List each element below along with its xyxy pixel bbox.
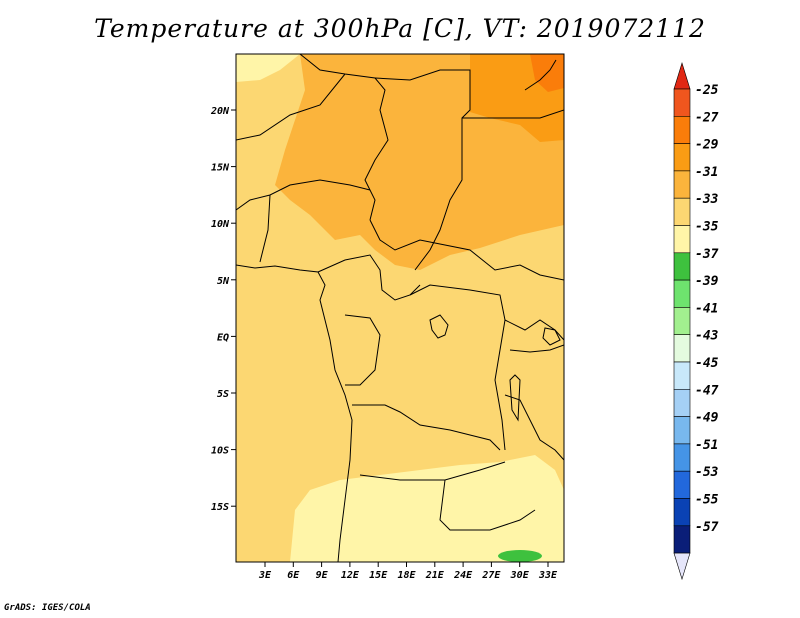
- colorbar: -25 -27 -29 -31 -33 -35 -37 -39 -41 -43 -45 -47 -49 -…: [673, 61, 719, 581]
- lon-tick-label: 15E: [369, 570, 388, 581]
- lon-tick-label: 12E: [341, 570, 360, 581]
- colorbar-swatch: [673, 225, 691, 254]
- colorbar-label: -37: [695, 247, 719, 262]
- lon-tick-label: 21E: [425, 570, 445, 581]
- longitude-axis: 3E 6E 9E 12E 15E 18E 21E 24E 27E 30E 33E: [258, 562, 558, 581]
- lat-tick-label: 10S: [211, 446, 229, 457]
- colorbar-swatch: [673, 143, 691, 172]
- colorbar-swatch: [673, 334, 691, 363]
- colorbar-label: -35: [695, 220, 719, 235]
- colorbar-bottom-arrow: [673, 552, 691, 581]
- colorbar-swatch: [673, 498, 691, 527]
- lon-tick-label: 33E: [538, 570, 558, 581]
- colorbar-top-arrow: [673, 61, 691, 90]
- colorbar-swatch: [673, 525, 691, 554]
- lon-tick-label: 24E: [453, 570, 473, 581]
- colorbar-label: -29: [695, 138, 719, 153]
- colorbar-label: -41: [695, 301, 718, 316]
- temperature-region-33-35-south: [290, 455, 564, 562]
- colorbar-label: -53: [695, 465, 719, 480]
- grads-credit: GrADS: IGES/COLA: [4, 603, 91, 613]
- colorbar-swatch: [673, 88, 691, 117]
- lat-tick-label: 5S: [217, 389, 229, 400]
- colorbar-swatch: [673, 388, 691, 417]
- colorbar-label: -55: [695, 493, 719, 508]
- country-borders: [236, 54, 564, 562]
- lon-tick-label: 30E: [510, 570, 530, 581]
- colorbar-swatch: [673, 361, 691, 390]
- colorbar-label: -43: [695, 329, 719, 344]
- colorbar-label: -25: [695, 83, 719, 98]
- latitude-axis: 20N 15N 10N 5N EQ 5S 10S 15S: [210, 106, 236, 513]
- colorbar-swatch: [673, 416, 691, 445]
- lat-tick-label: EQ: [217, 332, 229, 343]
- colorbar-swatch: [673, 443, 691, 472]
- colorbar-label: -47: [695, 383, 719, 398]
- colorbar-label: -57: [695, 520, 719, 535]
- colorbar-label: -31: [695, 165, 718, 180]
- lat-tick-label: 20N: [210, 106, 230, 117]
- temperature-region-35-37: [498, 550, 542, 562]
- temperature-region-33-35-north: [236, 54, 300, 82]
- colorbar-swatch: [673, 116, 691, 144]
- colorbar-swatch: [673, 470, 691, 499]
- lon-tick-label: 18E: [397, 570, 416, 581]
- lat-tick-label: 15N: [211, 163, 230, 174]
- lat-tick-label: 10N: [211, 219, 230, 230]
- lon-tick-label: 9E: [316, 570, 329, 581]
- lon-tick-label: 6E: [287, 570, 300, 581]
- colorbar-swatch: [673, 279, 691, 308]
- colorbar-label: -27: [695, 110, 719, 125]
- lat-tick-label: 15S: [211, 502, 229, 513]
- colorbar-label: -39: [695, 274, 719, 289]
- colorbar-label: -51: [695, 438, 718, 453]
- lat-tick-label: 5N: [217, 276, 230, 287]
- map-frame: [235, 53, 565, 563]
- chart-title: Temperature at 300hPa [C], VT: 201907211…: [94, 14, 706, 43]
- colorbar-label: -33: [695, 192, 719, 207]
- map-panel: [235, 53, 565, 563]
- lon-tick-label: 27E: [481, 570, 501, 581]
- colorbar-label: -45: [695, 356, 719, 371]
- lon-tick-label: 3E: [258, 570, 272, 581]
- colorbar-label: -49: [695, 411, 719, 426]
- colorbar-swatch: [673, 197, 691, 226]
- colorbar-swatch: [673, 307, 691, 335]
- colorbar-swatch: [673, 170, 691, 199]
- colorbar-swatch: [673, 252, 691, 281]
